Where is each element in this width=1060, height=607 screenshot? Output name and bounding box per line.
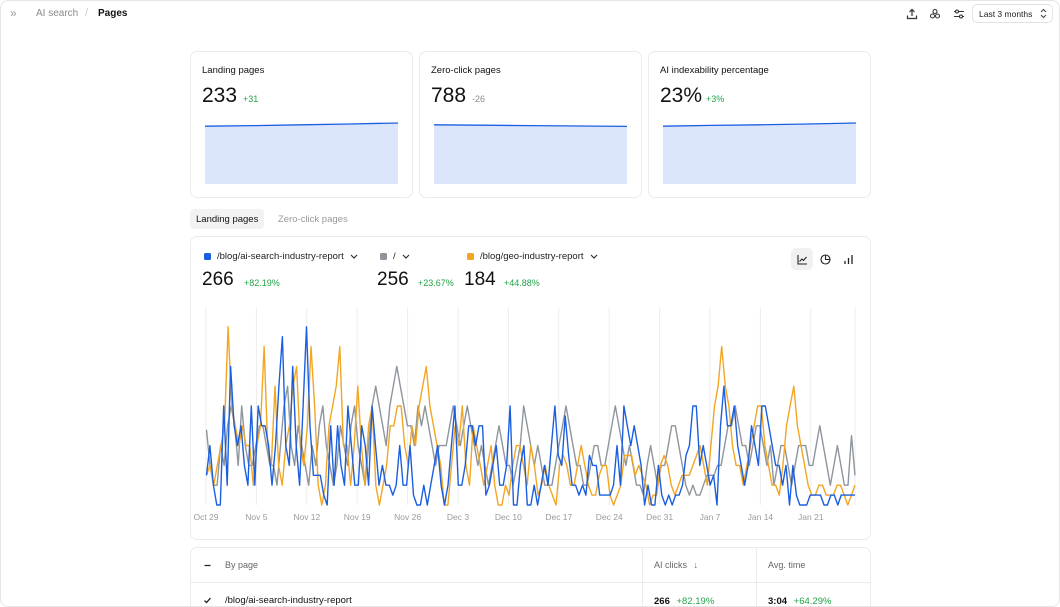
series-delta: +44.88%: [504, 278, 540, 288]
sparkline-line: [205, 122, 398, 127]
row-avg-time: 3:04 +64.29%: [768, 596, 832, 607]
metric-value: 233: [202, 84, 238, 107]
chart-panel: Oct 29 Nov 5 Nov 12 Nov 19 Nov 26 Dec 3 Dec 10…: [190, 236, 871, 540]
series-delta: +23.67%: [418, 278, 454, 288]
sparkline-area: [663, 123, 856, 184]
metric-card-zero-click-pages: Zero-click pages 788 -26: [419, 51, 642, 198]
metric-delta: +31: [243, 94, 259, 104]
avg-time-value: 3:04: [768, 596, 788, 607]
x-tick-label: Dec 24: [596, 512, 623, 522]
avg-time-delta: +64.29%: [793, 596, 832, 607]
series-value: 184: [464, 269, 496, 290]
series-select-root[interactable]: /: [380, 249, 410, 263]
x-tick-label: Dec 3: [447, 512, 469, 522]
metric-sparkline: [663, 122, 856, 184]
metric-delta: -26: [472, 94, 486, 104]
line-chart-icon: [796, 254, 807, 265]
x-tick-label: Jan 7: [700, 512, 721, 522]
bar-chart-icon: [843, 254, 853, 264]
ai-clicks-value: 266: [654, 596, 670, 607]
metric-title: AI indexability percentage: [660, 65, 769, 76]
series-select-geo-report[interactable]: /blog/geo-industry-report: [467, 249, 598, 263]
metric-title: Zero-click pages: [431, 65, 501, 76]
breadcrumb-current: Pages: [98, 8, 128, 19]
expand-sidebar-icon[interactable]: »: [10, 6, 17, 20]
series-swatch: [380, 252, 387, 260]
column-header-avg-time[interactable]: Avg. time: [768, 560, 806, 570]
x-tick-label: Dec 31: [646, 512, 673, 522]
column-header-ai-clicks[interactable]: AI clicks ↓: [654, 560, 698, 570]
metric-value: 788: [431, 84, 467, 107]
settings-sliders-icon[interactable]: [951, 6, 967, 22]
date-range-select[interactable]: Last 3 months: [972, 4, 1053, 23]
header-row-divider: [191, 582, 870, 583]
breadcrumb-parent[interactable]: AI search: [36, 8, 79, 19]
sparkline-line: [663, 122, 856, 127]
filter-group-icon[interactable]: [927, 6, 943, 22]
top-bar: » AI search / Pages Last 3 months: [1, 1, 1059, 27]
column-header-page[interactable]: By page: [225, 560, 259, 570]
series-name: /: [393, 250, 396, 262]
pie-chart-icon: [819, 253, 831, 265]
date-range-label: Last 3 months: [979, 8, 1033, 19]
breadcrumb-separator: /: [85, 7, 89, 19]
x-tick-label: Dec 10: [495, 512, 522, 522]
chevron-down-icon: [402, 251, 410, 262]
x-tick-label: Jan 14: [748, 512, 774, 522]
line-chart: Oct 29 Nov 5 Nov 12 Nov 19 Nov 26 Dec 3 Dec 10…: [193, 307, 856, 522]
row-checkbox[interactable]: [202, 595, 213, 606]
row-page[interactable]: /blog/ai-search-industry-report: [225, 595, 352, 606]
metric-value: 23%: [660, 84, 703, 107]
sparkline-line: [434, 124, 627, 128]
series-swatch: [204, 252, 211, 260]
tab-zero-click-pages[interactable]: Zero-click pages: [278, 213, 348, 225]
metric-sparkline: [434, 124, 627, 184]
x-tick-label: Nov 12: [293, 512, 320, 522]
pie-view-button[interactable]: [814, 248, 836, 270]
chevron-down-icon: [590, 251, 598, 262]
series-select-ai-search-report[interactable]: /blog/ai-search-industry-report: [204, 249, 358, 263]
series-name: /blog/ai-search-industry-report: [217, 250, 344, 262]
series-value: 256: [377, 269, 409, 290]
metric-card-ai-indexability: AI indexability percentage 23% +3%: [648, 51, 871, 198]
series-line: [205, 326, 856, 506]
bar-view-button[interactable]: [837, 248, 859, 270]
x-tick-label: Jan 21: [798, 512, 824, 522]
export-icon[interactable]: [904, 6, 920, 22]
metric-sparkline: [205, 122, 398, 184]
row-ai-clicks: 266 +82.19%: [654, 596, 715, 607]
series-value: 266: [202, 269, 234, 290]
ai-clicks-delta: +82.19%: [676, 596, 715, 607]
series-line: [205, 326, 855, 506]
tab-landing-pages[interactable]: Landing pages: [190, 209, 265, 229]
x-tick-label: Nov 5: [245, 512, 267, 522]
x-tick-label: Oct 29: [193, 512, 218, 522]
x-tick-label: Nov 19: [344, 512, 371, 522]
column-divider: [642, 548, 643, 606]
sort-arrow-down-icon: ↓: [693, 560, 699, 570]
metric-title: Landing pages: [202, 65, 265, 76]
series-name: /blog/geo-industry-report: [480, 250, 584, 262]
sparkline-area: [205, 123, 398, 184]
x-tick-label: Dec 17: [545, 512, 572, 522]
column-divider: [756, 548, 757, 606]
metric-delta: +3%: [706, 94, 725, 104]
series-swatch: [467, 252, 474, 260]
sparkline-area: [434, 124, 627, 184]
column-header-label: AI clicks: [654, 560, 688, 570]
line-view-button[interactable]: [791, 248, 813, 270]
pages-table: By page AI clicks ↓ Avg. time /blog/ai-s…: [190, 547, 871, 607]
x-tick-label: Nov 26: [394, 512, 421, 522]
select-all-checkbox[interactable]: [202, 560, 213, 571]
updown-chevron-icon: [1040, 8, 1047, 21]
series-delta: +82.19%: [244, 278, 280, 288]
chevron-down-icon: [350, 251, 358, 262]
metric-card-landing-pages: Landing pages 233 +31: [190, 51, 413, 198]
